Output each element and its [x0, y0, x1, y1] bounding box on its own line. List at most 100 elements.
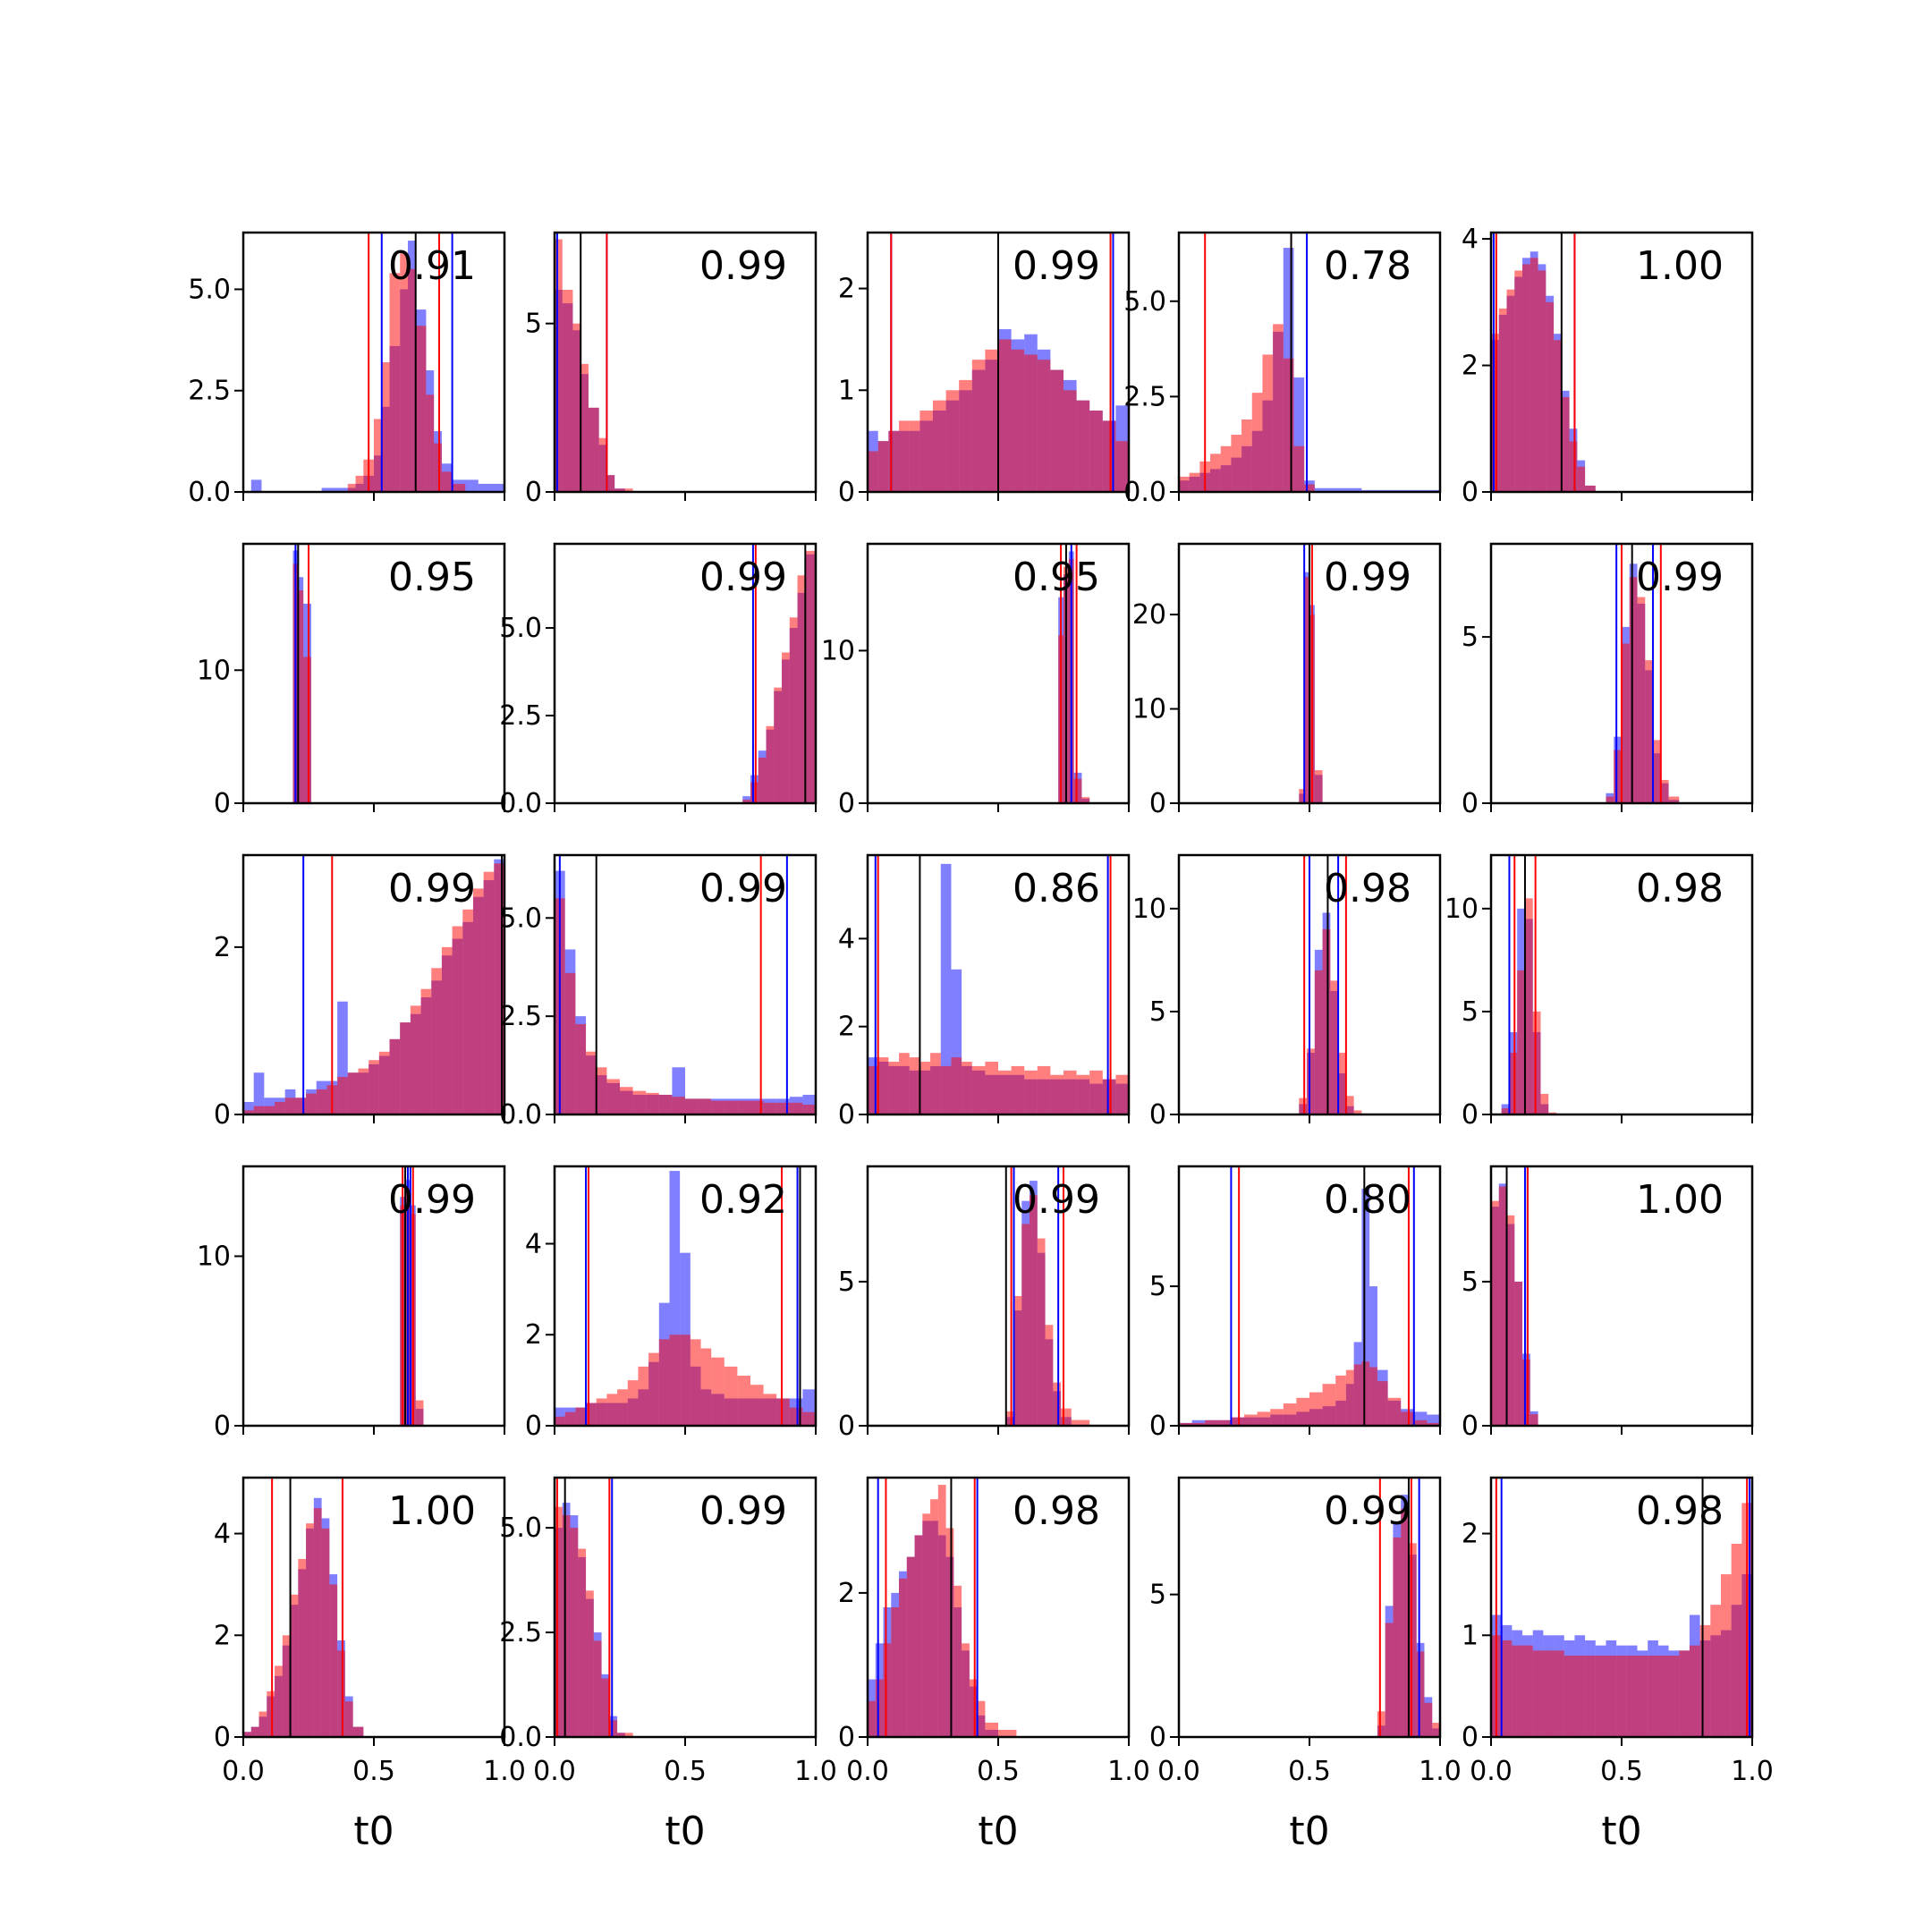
red-bar	[347, 483, 356, 492]
red-bar	[698, 1098, 712, 1114]
red-bar	[1377, 1711, 1385, 1737]
red-bar	[452, 483, 466, 492]
red-bar	[369, 1060, 379, 1114]
red-bar	[1037, 1065, 1051, 1114]
red-bar	[1561, 396, 1570, 492]
red-bar	[1645, 660, 1654, 803]
y-tick-label: 0	[214, 788, 231, 819]
red-bar	[1668, 796, 1680, 803]
red-bar	[1304, 576, 1309, 803]
plot-area	[1491, 233, 1596, 492]
red-bar	[658, 1095, 673, 1114]
red-bar	[1616, 1656, 1627, 1737]
panel-24: 0 5 0.0 0.5 1.0 0.99 t0	[1149, 1476, 1462, 1854]
x-tick-label: 1.0	[1107, 1756, 1150, 1787]
red-bar	[1657, 1656, 1669, 1737]
red-bar	[1241, 419, 1252, 492]
correlation-label: 0.98	[1636, 866, 1724, 911]
y-tick-label: 0	[525, 1411, 542, 1442]
plot-area	[1299, 544, 1323, 803]
red-bar	[1569, 441, 1578, 492]
red-bar	[564, 1411, 576, 1426]
red-bar	[1413, 1419, 1428, 1426]
red-bar	[700, 1348, 712, 1426]
red-bar	[1401, 1411, 1414, 1426]
red-bar	[389, 273, 401, 492]
red-bar	[868, 1700, 876, 1737]
y-tick-label: 0	[1462, 1099, 1479, 1131]
y-tick-label: 5	[1149, 1271, 1166, 1302]
red-bar	[672, 1097, 685, 1114]
red-bar	[1491, 334, 1499, 492]
red-bar	[400, 252, 408, 492]
y-tick-label: 0	[1462, 1722, 1479, 1753]
red-bar	[646, 1092, 659, 1114]
red-bar	[617, 1733, 633, 1737]
plot-area	[742, 544, 816, 803]
red-bar	[562, 290, 573, 492]
red-bar	[586, 1051, 597, 1114]
red-bar	[620, 1087, 633, 1114]
correlation-label: 0.98	[1013, 1488, 1100, 1534]
red-bar	[750, 1385, 764, 1426]
correlation-label: 0.99	[1013, 243, 1100, 289]
red-bar	[1262, 354, 1274, 492]
correlation-label: 0.91	[388, 243, 476, 289]
red-bar	[1073, 778, 1082, 803]
blue-bar	[1369, 1286, 1377, 1426]
y-tick-label: 0	[1149, 1722, 1166, 1753]
y-tick-label: 2	[1462, 351, 1479, 382]
red-bar	[953, 1585, 962, 1737]
red-bar	[658, 1339, 670, 1426]
y-tick-label: 2	[838, 1578, 855, 1609]
red-bar	[316, 1089, 327, 1114]
red-bar	[389, 1038, 401, 1114]
red-bar	[593, 1640, 602, 1737]
red-bar	[883, 1643, 892, 1737]
red-bar	[378, 1051, 390, 1114]
y-tick-label: 10	[1132, 894, 1166, 925]
red-bar	[1189, 472, 1200, 492]
red-bar	[742, 800, 750, 803]
red-bar	[483, 871, 495, 1114]
red-bar	[606, 475, 615, 492]
red-bar	[888, 430, 900, 492]
blue-bar	[478, 483, 504, 492]
y-tick-label: 5	[1462, 996, 1479, 1028]
red-bar	[971, 1065, 986, 1114]
panel-11: 020.99	[214, 853, 506, 1131]
red-bar	[1353, 1110, 1362, 1114]
plot-area	[1501, 855, 1556, 1114]
red-bar	[1045, 1325, 1054, 1426]
panel-22: 0.0 2.5 5.0 0.0 0.5 1.0 0.99 t0	[499, 1476, 837, 1854]
red-bar	[1540, 1093, 1549, 1114]
plot-area	[1491, 1478, 1752, 1737]
y-tick-label: 5	[1149, 996, 1166, 1028]
red-bar	[906, 1556, 915, 1737]
y-tick-label: 0.0	[1123, 477, 1166, 508]
x-tick-label: 0.5	[1288, 1756, 1331, 1787]
red-bar	[802, 1105, 816, 1114]
red-bar	[295, 1097, 307, 1114]
panel-4: 0.0 2.5 5.0 0.78	[1123, 231, 1442, 508]
red-bar	[606, 1079, 620, 1114]
red-bar	[1509, 1052, 1518, 1114]
red-bar	[1089, 1070, 1103, 1114]
red-bar	[306, 1523, 314, 1737]
red-bar	[1307, 1048, 1315, 1114]
red-bar	[575, 1407, 587, 1426]
red-bar	[919, 1062, 931, 1114]
red-bar	[284, 1097, 296, 1114]
red-bar	[1210, 453, 1221, 492]
red-bar	[1296, 1397, 1309, 1426]
plot-area	[555, 855, 816, 1114]
y-tick-label: 2	[214, 932, 231, 963]
blue-bar	[951, 969, 962, 1114]
red-bar	[1554, 1650, 1564, 1737]
red-bar	[868, 451, 878, 492]
red-bar	[1011, 1065, 1025, 1114]
red-bar	[998, 1729, 1017, 1737]
red-bar	[290, 1594, 299, 1737]
red-bar	[899, 1578, 907, 1737]
red-bar	[959, 379, 972, 492]
